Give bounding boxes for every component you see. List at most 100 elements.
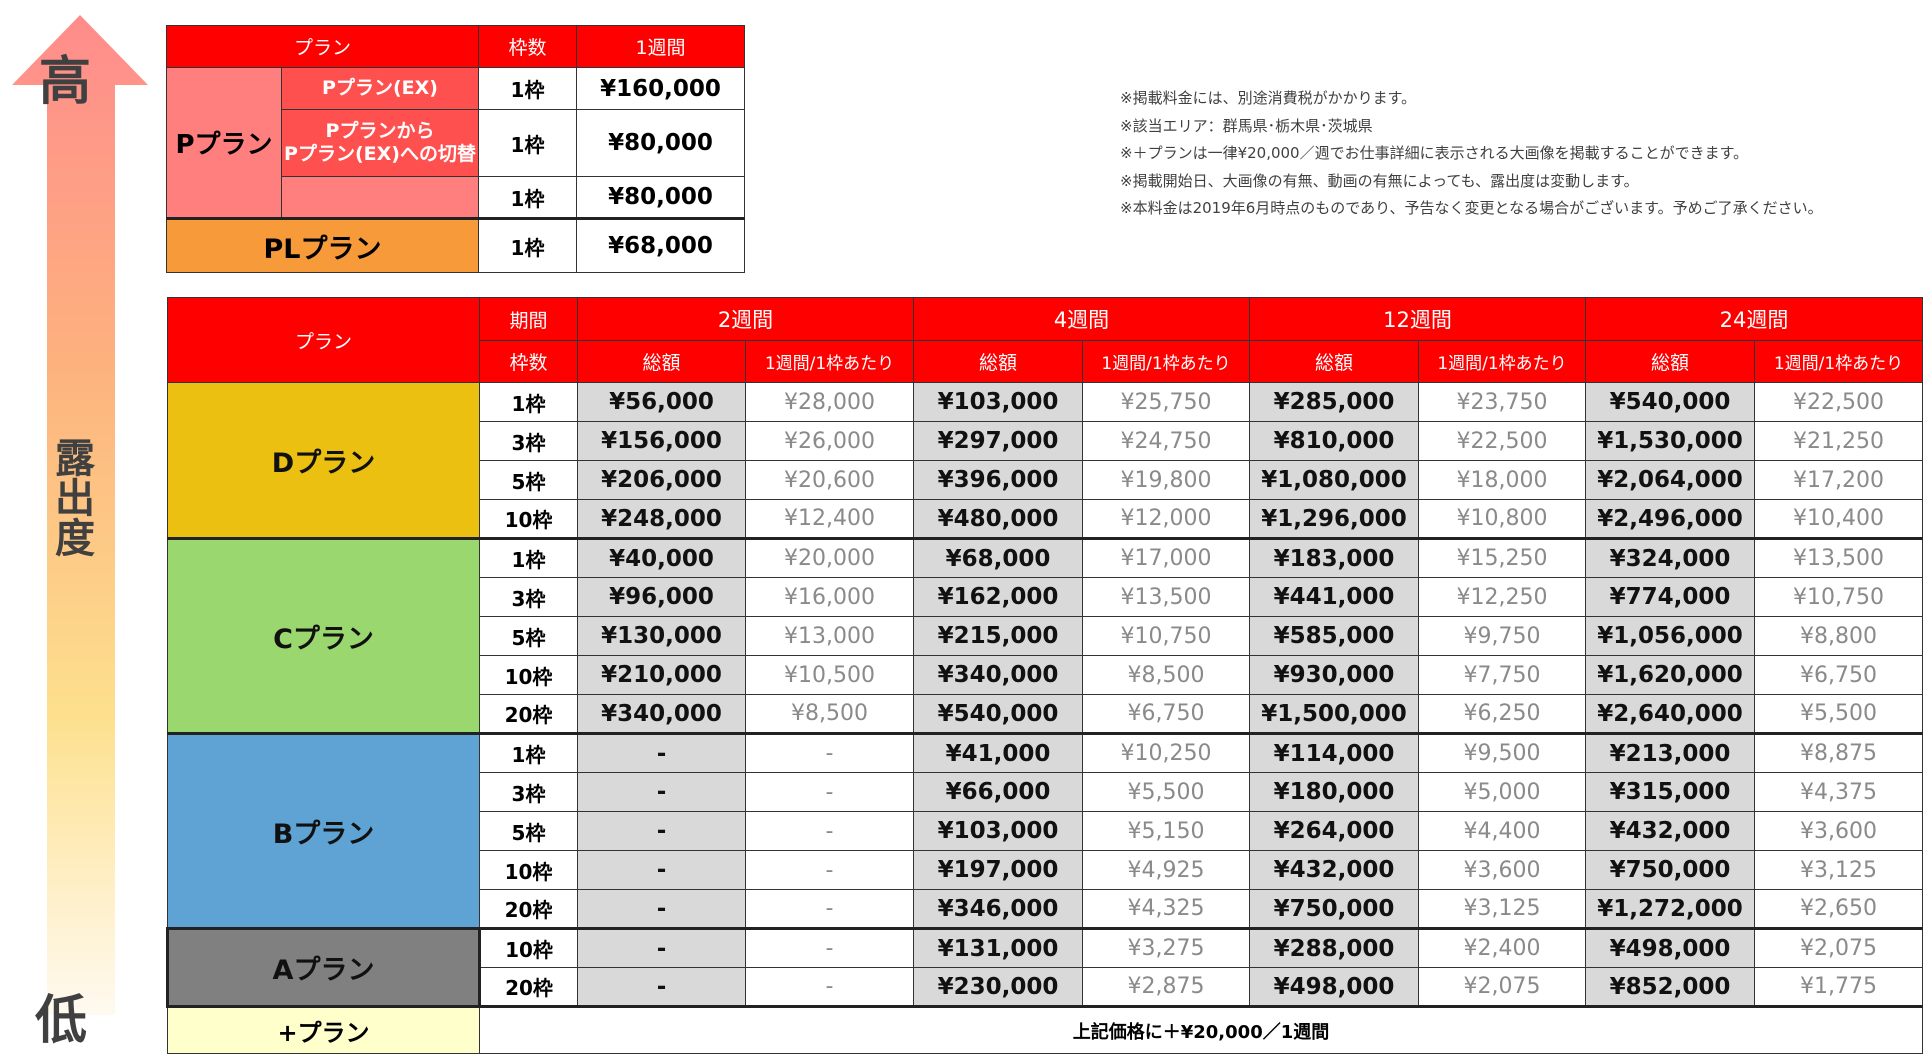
p-plan-ex-label: Pプラン(EX) bbox=[281, 67, 479, 110]
total-price-cell: ¥206,000 bbox=[577, 460, 746, 500]
per-week-price-cell: ¥22,500 bbox=[1418, 421, 1586, 461]
per-week-price-cell: ¥17,000 bbox=[1082, 537, 1250, 578]
total-price-cell: ¥264,000 bbox=[1249, 811, 1419, 851]
per-week-price-cell: ¥20,600 bbox=[745, 460, 914, 500]
header-plan: プラン bbox=[167, 297, 480, 383]
total-price-cell: ¥1,500,000 bbox=[1249, 694, 1419, 734]
per-week-price-cell: ¥28,000 bbox=[745, 382, 914, 422]
table-row: 10枠 - - ¥197,000 ¥4,925 ¥432,000 ¥3,600 ¥750,00… bbox=[168, 850, 1923, 890]
header-per-week-frame: 1週間/1枠あたり bbox=[1418, 340, 1586, 383]
total-price-cell: ¥288,000 bbox=[1249, 927, 1419, 968]
per-week-price-cell: - bbox=[745, 927, 914, 968]
total-price-cell: ¥774,000 bbox=[1585, 577, 1755, 617]
per-week-price-cell: ¥24,750 bbox=[1082, 421, 1250, 461]
total-price-cell: ¥750,000 bbox=[1585, 850, 1755, 890]
frames-cell: 1枠 bbox=[478, 109, 577, 177]
frames-cell: 20枠 bbox=[479, 889, 578, 929]
total-price-cell: ¥340,000 bbox=[913, 655, 1083, 695]
exposure-arrow bbox=[12, 15, 148, 1015]
total-price-cell: ¥180,000 bbox=[1249, 772, 1419, 812]
per-week-price-cell: ¥10,750 bbox=[1754, 577, 1923, 617]
total-price-cell: ¥432,000 bbox=[1585, 811, 1755, 851]
frames-cell: 1枠 bbox=[479, 537, 578, 578]
high-label: 高 bbox=[38, 52, 91, 112]
per-week-price-cell: ¥13,000 bbox=[745, 616, 914, 656]
per-week-price-cell: ¥17,200 bbox=[1754, 460, 1923, 500]
total-price-cell: - bbox=[577, 927, 746, 968]
per-week-price-cell: ¥12,250 bbox=[1418, 577, 1586, 617]
frames-cell: 5枠 bbox=[479, 811, 578, 851]
per-week-price-cell: - bbox=[745, 772, 914, 812]
total-price-cell: ¥2,640,000 bbox=[1585, 694, 1755, 734]
total-price-cell: ¥540,000 bbox=[913, 694, 1083, 734]
total-price-cell: ¥1,056,000 bbox=[1585, 616, 1755, 656]
frames-cell: 1枠 bbox=[478, 67, 577, 110]
header-per-week-frame: 1週間/1枠あたり bbox=[1082, 340, 1250, 383]
frames-cell: 1枠 bbox=[479, 382, 578, 422]
per-week-price-cell: ¥3,125 bbox=[1418, 889, 1586, 929]
total-price-cell: ¥930,000 bbox=[1249, 655, 1419, 695]
table-row: 3枠 ¥96,000 ¥16,000 ¥162,000 ¥13,500 ¥441,000 ¥… bbox=[168, 577, 1923, 617]
per-week-price-cell: ¥13,500 bbox=[1082, 577, 1250, 617]
total-price-cell: ¥441,000 bbox=[1249, 577, 1419, 617]
total-price-cell: - bbox=[577, 967, 746, 1007]
total-price-cell: ¥297,000 bbox=[913, 421, 1083, 461]
total-price-cell: ¥540,000 bbox=[1585, 382, 1755, 422]
p-plan-switch-label: Pプランから Pプラン(EX)への切替 bbox=[281, 109, 479, 177]
table-row: 20枠 - - ¥230,000 ¥2,875 ¥498,000 ¥2,075 ¥852,00… bbox=[168, 967, 1923, 1007]
total-price-cell: ¥41,000 bbox=[913, 732, 1083, 773]
total-price-cell: ¥315,000 bbox=[1585, 772, 1755, 812]
total-price-cell: ¥1,296,000 bbox=[1249, 499, 1419, 539]
table-row: 3枠 ¥156,000 ¥26,000 ¥297,000 ¥24,750 ¥810,000… bbox=[168, 421, 1923, 461]
total-price-cell: ¥498,000 bbox=[1585, 927, 1755, 968]
total-price-cell: - bbox=[577, 811, 746, 851]
total-price-cell: ¥210,000 bbox=[577, 655, 746, 695]
per-week-price-cell: ¥6,750 bbox=[1082, 694, 1250, 734]
per-week-price-cell: ¥3,600 bbox=[1418, 850, 1586, 890]
per-week-price-cell: ¥20,000 bbox=[745, 537, 914, 578]
per-week-price-cell: ¥26,000 bbox=[745, 421, 914, 461]
total-price-cell: ¥40,000 bbox=[577, 537, 746, 578]
total-price-cell: - bbox=[577, 732, 746, 773]
price-cell: ¥160,000 bbox=[576, 67, 745, 110]
total-price-cell: - bbox=[577, 772, 746, 812]
note: ※＋プランは一律¥20,000／週でお仕事詳細に表示される大画像を掲載することが… bbox=[1120, 144, 1749, 162]
header-per-week-frame: 1週間/1枠あたり bbox=[745, 340, 914, 383]
total-price-cell: ¥585,000 bbox=[1249, 616, 1419, 656]
per-week-price-cell: ¥25,750 bbox=[1082, 382, 1250, 422]
total-price-cell: ¥498,000 bbox=[1249, 967, 1419, 1007]
header-4weeks: 4週間 bbox=[913, 297, 1250, 341]
per-week-price-cell: ¥3,600 bbox=[1754, 811, 1923, 851]
per-week-price-cell: ¥4,325 bbox=[1082, 889, 1250, 929]
header-total: 総額 bbox=[1249, 340, 1419, 383]
total-price-cell: ¥1,272,000 bbox=[1585, 889, 1755, 929]
table-row: 10枠 ¥248,000 ¥12,400 ¥480,000 ¥12,000 ¥1,296,… bbox=[168, 499, 1923, 539]
header-week: 1週間 bbox=[576, 25, 745, 68]
table-row: Cプラン 1枠 ¥40,000 ¥20,000 ¥68,000 ¥17,000 ¥183,0… bbox=[167, 537, 1923, 734]
total-price-cell: ¥213,000 bbox=[1585, 732, 1755, 773]
total-price-cell: ¥2,064,000 bbox=[1585, 460, 1755, 500]
total-price-cell: ¥2,496,000 bbox=[1585, 499, 1755, 539]
total-price-cell: ¥197,000 bbox=[913, 850, 1083, 890]
per-week-price-cell: ¥19,800 bbox=[1082, 460, 1250, 500]
per-week-price-cell: ¥2,400 bbox=[1418, 927, 1586, 968]
per-week-price-cell: - bbox=[745, 967, 914, 1007]
total-price-cell: ¥230,000 bbox=[913, 967, 1083, 1007]
per-week-price-cell: ¥22,500 bbox=[1754, 382, 1923, 422]
frames-cell: 5枠 bbox=[479, 616, 578, 656]
p-plan-label: Pプラン bbox=[166, 67, 282, 219]
total-price-cell: ¥248,000 bbox=[577, 499, 746, 539]
header-12weeks: 12週間 bbox=[1249, 297, 1586, 341]
frames-cell: 10枠 bbox=[479, 499, 578, 539]
per-week-price-cell: - bbox=[745, 811, 914, 851]
per-week-price-cell: ¥12,400 bbox=[745, 499, 914, 539]
total-price-cell: ¥285,000 bbox=[1249, 382, 1419, 422]
total-price-cell: ¥66,000 bbox=[913, 772, 1083, 812]
per-week-price-cell: ¥6,250 bbox=[1418, 694, 1586, 734]
total-price-cell: ¥750,000 bbox=[1249, 889, 1419, 929]
total-price-cell: ¥103,000 bbox=[913, 811, 1083, 851]
note: ※該当エリア：群馬県･栃木県･茨城県 bbox=[1120, 116, 1373, 135]
per-week-price-cell: ¥8,500 bbox=[745, 694, 914, 734]
plan-label: Dプラン bbox=[167, 382, 480, 539]
per-week-price-cell: - bbox=[745, 732, 914, 773]
